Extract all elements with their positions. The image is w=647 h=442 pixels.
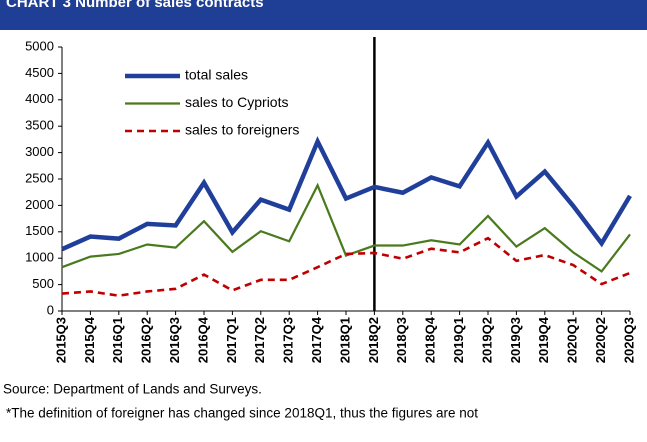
x-tick-label: 2020Q1 <box>565 317 580 363</box>
y-tick-label: 5000 <box>25 38 54 53</box>
x-tick-label: 2015Q3 <box>53 317 68 363</box>
x-tick-label: 2020Q3 <box>621 317 636 363</box>
y-tick-label: 3000 <box>25 144 54 159</box>
series-line <box>61 136 632 252</box>
x-tick-label: 2018Q2 <box>366 317 381 363</box>
x-tick-label: 2019Q3 <box>508 317 523 363</box>
legend-label: sales to Cypriots <box>185 94 288 110</box>
source: Source: Department of Lands and Surveys. <box>3 382 262 397</box>
x-tick-label: 2015Q4 <box>82 316 97 363</box>
x-tick-label: 2016Q2 <box>139 317 154 363</box>
legend-label: total sales <box>185 67 248 83</box>
x-tick-label: 2020Q2 <box>593 317 608 363</box>
y-tick-label: 2000 <box>25 197 54 212</box>
y-tick-label: 1500 <box>25 223 54 238</box>
x-tick-label: 2016Q1 <box>110 317 125 363</box>
series-line <box>61 236 631 298</box>
footnote: *The definition of foreigner has changed… <box>6 406 478 421</box>
title-bar <box>0 0 647 30</box>
x-tick-label: 2017Q2 <box>252 317 267 363</box>
chart-title: CHART 3 Number of sales contracts <box>6 0 264 11</box>
x-tick-label: 2019Q2 <box>479 317 494 363</box>
x-tick-label: 2019Q1 <box>451 317 466 363</box>
y-tick-label: 3500 <box>25 118 54 133</box>
x-tick-label: 2018Q3 <box>394 317 409 363</box>
x-tick-label: 2017Q4 <box>309 316 324 363</box>
y-tick-label: 4500 <box>25 65 54 80</box>
x-tick-label: 2016Q4 <box>195 316 210 363</box>
x-tick-label: 2016Q3 <box>167 317 182 363</box>
legend-label: sales to foreigners <box>185 122 299 138</box>
x-tick-label: 2017Q3 <box>281 317 296 363</box>
x-tick-label: 2018Q1 <box>337 317 352 363</box>
x-tick-label: 2019Q4 <box>536 316 551 363</box>
y-tick-label: 4000 <box>25 91 54 106</box>
series-line <box>61 182 631 273</box>
y-tick-label: 1000 <box>25 250 54 265</box>
y-tick-label: 0 <box>47 302 54 317</box>
y-tick-label: 500 <box>32 276 54 291</box>
y-tick-label: 2500 <box>25 170 54 185</box>
x-tick-label: 2018Q4 <box>423 316 438 363</box>
x-tick-label: 2017Q1 <box>224 317 239 363</box>
